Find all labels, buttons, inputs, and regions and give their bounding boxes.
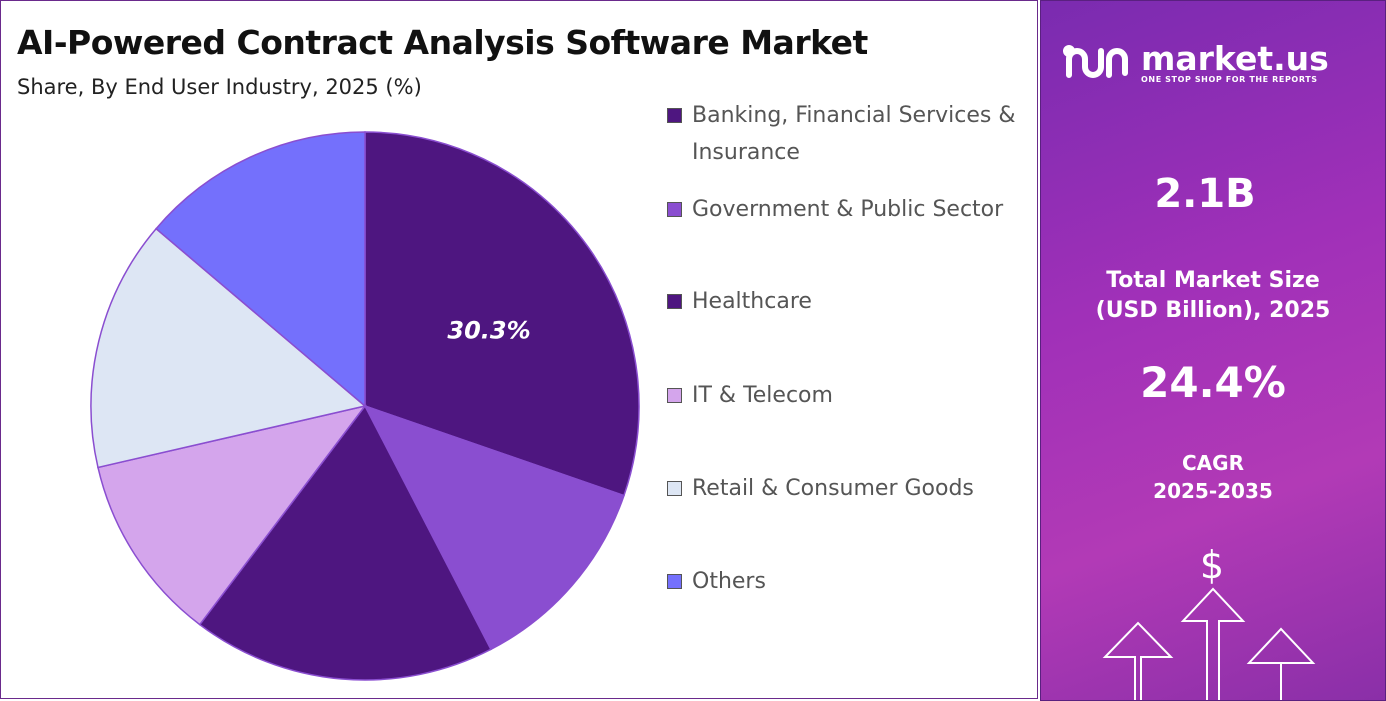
legend-swatch <box>667 202 682 217</box>
legend-item: Healthcare <box>667 283 1027 320</box>
arrow-icons <box>1102 587 1316 700</box>
pie-slice <box>90 227 367 469</box>
pie-slice <box>155 131 366 408</box>
legend-swatch <box>667 388 682 403</box>
chart-area: AI-Powered Contract Analysis Software Ma… <box>0 0 1038 699</box>
side-panel: $ market.us ONE STOP SHOP FOR THE REPORT… <box>1040 0 1386 701</box>
logo-icon <box>1063 45 1128 78</box>
panel-graphics: $ <box>1063 45 1316 700</box>
pie-chart: 30.3% <box>90 131 640 681</box>
cagr-label: CAGR <box>1182 451 1244 475</box>
legend-swatch <box>667 294 682 309</box>
legend-item: Retail & Consumer Goods <box>667 470 1027 507</box>
pie-slice <box>198 404 492 681</box>
pie-slice <box>97 404 367 626</box>
legend-label: Healthcare <box>692 289 812 314</box>
dollar-icon: $ <box>1200 543 1224 587</box>
chart-title: AI-Powered Contract Analysis Software Ma… <box>17 23 868 62</box>
pie-slice <box>364 131 640 497</box>
legend-label: Government & Public Sector <box>692 197 1004 222</box>
pie-slice <box>363 404 625 651</box>
legend-item: Others <box>667 563 1027 600</box>
cagr-period: 2025-2035 <box>1153 479 1273 503</box>
legend-label: Retail & Consumer Goods <box>692 476 974 501</box>
cagr-value: 24.4% <box>1140 358 1286 407</box>
legend-swatch <box>667 108 682 123</box>
tagline: ONE STOP SHOP FOR THE REPORTS <box>1141 75 1318 84</box>
market-size: 2.1B <box>1154 171 1256 217</box>
legend-item: IT & Telecom <box>667 377 1027 414</box>
legend-label: Banking, Financial Services & Insurance <box>692 103 1016 165</box>
legend-item: Banking, Financial Services & Insurance <box>667 97 1027 171</box>
market-size-label: Total Market Size (USD Billion), 2025 <box>1095 268 1331 323</box>
legend-label: IT & Telecom <box>692 383 833 408</box>
legend-item: Government & Public Sector <box>667 191 1027 228</box>
chart-subtitle: Share, By End User Industry, 2025 (%) <box>17 75 422 99</box>
legend-swatch <box>667 481 682 496</box>
brand: market.us <box>1141 39 1329 78</box>
data-label: 30.3% <box>447 316 530 344</box>
legend-label: Others <box>692 569 766 594</box>
legend-swatch <box>667 574 682 589</box>
